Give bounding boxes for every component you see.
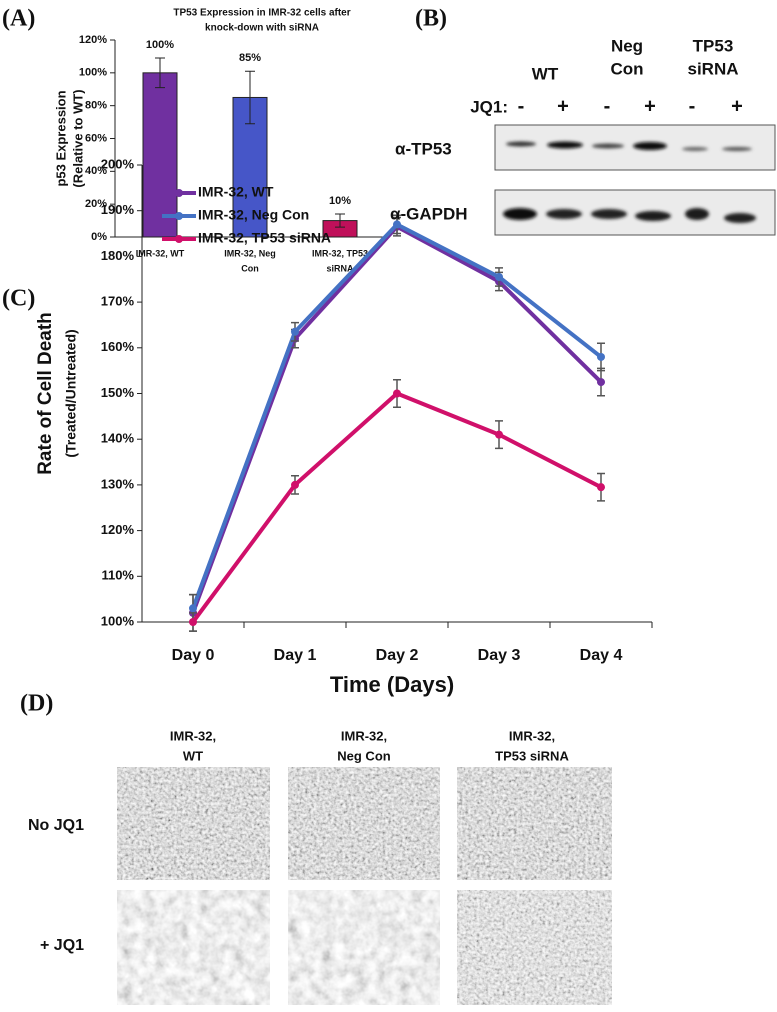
point xyxy=(291,480,299,489)
point xyxy=(597,378,605,387)
micrograph xyxy=(457,890,612,1005)
y-tick-label: 180% xyxy=(101,248,135,263)
blot-group-label: Con xyxy=(610,59,643,78)
y-tick-label: 170% xyxy=(101,294,135,309)
y-tick-label: 80% xyxy=(85,100,107,112)
series-line xyxy=(191,221,603,609)
point xyxy=(291,327,299,336)
blot-group-label: WT xyxy=(532,64,559,83)
error-bar xyxy=(335,213,345,228)
panel-label: (A) xyxy=(2,6,35,32)
point xyxy=(393,389,401,398)
y-axis-label: (Relative to WT) xyxy=(70,89,85,187)
western-blot xyxy=(494,124,776,236)
y-tick-label: 0% xyxy=(91,231,107,243)
x-tick-label: Day 2 xyxy=(376,647,419,664)
micrograph xyxy=(288,890,440,1005)
treatment-label: - xyxy=(604,95,611,117)
legend-marker xyxy=(175,235,183,243)
y-tick-label: 110% xyxy=(101,568,134,583)
y-tick-label: 150% xyxy=(101,385,135,400)
x-tick-label: Day 0 xyxy=(172,647,215,664)
x-tick-label: Day 3 xyxy=(478,647,521,664)
error-bar xyxy=(155,57,165,89)
y-tick-label: 20% xyxy=(85,198,107,210)
chart-title: TP53 Expression in IMR-32 cells after xyxy=(173,8,350,19)
blot-group-label: TP53 xyxy=(693,36,734,55)
jq1-label: JQ1: xyxy=(470,97,508,116)
y-axis-label: p53 Expression xyxy=(53,90,68,186)
x-tick-label: IMR-32, WT xyxy=(136,248,185,258)
point xyxy=(495,272,503,281)
micrograph xyxy=(457,767,612,880)
y-axis-label: (Treated/Untreated) xyxy=(63,329,79,457)
treatment-label: - xyxy=(689,95,696,117)
bands xyxy=(503,141,756,223)
micrographs xyxy=(117,767,612,1005)
column-label: Neg Con xyxy=(337,748,391,763)
y-tick-label: 140% xyxy=(101,431,135,446)
panel-label: (D) xyxy=(20,691,53,717)
y-tick-label: 120% xyxy=(101,522,135,537)
panel-label: (B) xyxy=(415,6,447,32)
legend-label: IMR-32, TP53 siRNA xyxy=(198,230,331,246)
micrograph xyxy=(117,767,270,880)
panel-label: (C) xyxy=(2,286,35,312)
antibody-label: α-GAPDH xyxy=(390,204,468,223)
chart-title: knock-down with siRNA xyxy=(205,23,319,34)
legend-label: IMR-32, Neg Con xyxy=(198,207,309,223)
series-line xyxy=(191,391,602,624)
value-label: 100% xyxy=(146,39,174,51)
legend-marker xyxy=(175,189,183,197)
x-tick-label: Con xyxy=(241,263,259,273)
legend-label: IMR-32, WT xyxy=(198,184,274,200)
point xyxy=(495,430,503,439)
point xyxy=(189,604,197,613)
y-tick-label: 40% xyxy=(85,165,107,177)
micrograph xyxy=(288,767,440,880)
antibody-label: α-TP53 xyxy=(395,139,452,158)
blot-group-label: Neg xyxy=(611,36,643,55)
y-tick-label: 130% xyxy=(101,476,135,491)
y-tick-label: 100% xyxy=(79,67,107,79)
error-bar xyxy=(245,70,255,125)
micrograph xyxy=(117,890,270,1005)
column-label: IMR-32, xyxy=(170,728,216,743)
point xyxy=(597,352,605,361)
x-tick-label: IMR-32, TP53 xyxy=(312,248,368,258)
treatment-label: + xyxy=(731,95,743,117)
x-tick-label: Day 4 xyxy=(580,647,623,664)
point xyxy=(189,618,197,626)
y-tick-label: 120% xyxy=(79,34,107,46)
bar xyxy=(142,72,178,238)
treatment-label: + xyxy=(557,95,569,117)
y-tick-label: 200% xyxy=(101,156,135,171)
x-tick-label: siRNA xyxy=(326,263,354,273)
y-tick-label: 160% xyxy=(101,339,135,354)
x-tick-label: Day 1 xyxy=(274,647,317,664)
value-label: 10% xyxy=(329,195,351,207)
y-tick-label: 60% xyxy=(85,132,107,144)
point xyxy=(393,220,401,229)
y-tick-label: 190% xyxy=(101,202,135,217)
y-axis-label: Rate of Cell Death xyxy=(35,312,56,475)
treatment-label: - xyxy=(518,95,525,117)
row-label: + JQ1 xyxy=(40,937,84,954)
y-tick-label: 100% xyxy=(101,613,135,628)
point xyxy=(597,483,605,492)
series-line xyxy=(191,224,603,614)
column-label: IMR-32, xyxy=(341,728,387,743)
x-axis-label: Time (Days) xyxy=(330,672,454,697)
row-label: No JQ1 xyxy=(28,817,84,834)
blot-group-label: siRNA xyxy=(687,59,738,78)
blot-membrane xyxy=(494,189,776,236)
treatment-label: + xyxy=(644,95,656,117)
x-tick-label: IMR-32, Neg xyxy=(224,248,276,258)
column-label: WT xyxy=(183,748,203,763)
column-label: TP53 siRNA xyxy=(495,748,569,763)
value-label: 85% xyxy=(239,52,261,64)
column-label: IMR-32, xyxy=(509,728,555,743)
legend-marker xyxy=(175,212,183,220)
